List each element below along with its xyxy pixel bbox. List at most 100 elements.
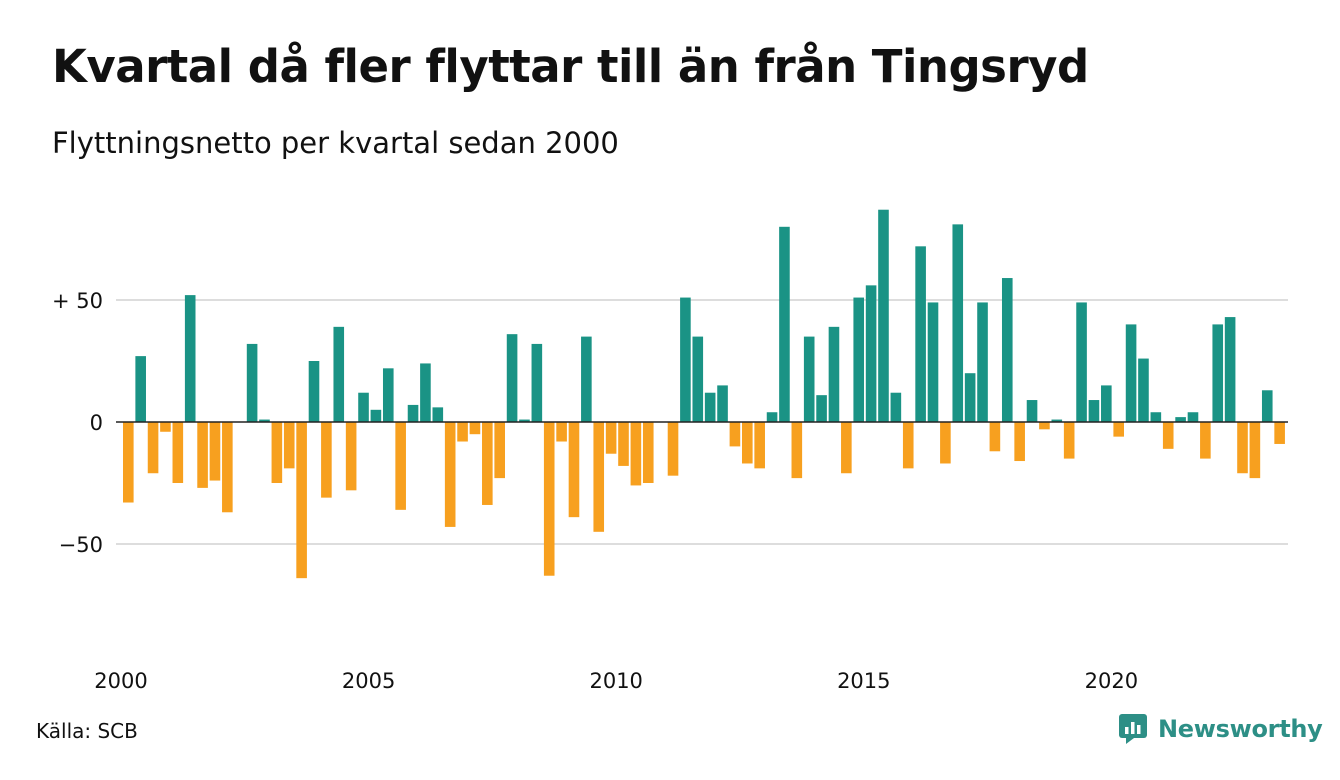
bar <box>1150 412 1162 422</box>
bar <box>506 334 518 422</box>
bar <box>1001 278 1013 422</box>
bar <box>1125 324 1137 422</box>
bar <box>989 422 1001 452</box>
bar <box>1014 422 1025 462</box>
bar <box>531 343 543 422</box>
bar <box>147 422 159 474</box>
bar <box>1224 317 1236 422</box>
bar <box>395 422 406 510</box>
newsworthy-logo: Newsworthy <box>1118 713 1323 745</box>
bar <box>754 422 765 469</box>
bar <box>890 392 902 422</box>
y-tick-label: 0 <box>90 411 103 435</box>
bar <box>1088 400 1100 422</box>
y-tick-label: + 50 <box>52 289 103 313</box>
x-tick-label: 2020 <box>1085 669 1138 693</box>
bar <box>568 422 580 518</box>
bar <box>704 392 716 422</box>
bar <box>370 409 382 422</box>
bar <box>878 209 889 422</box>
bar <box>1076 302 1087 422</box>
bar <box>977 302 988 422</box>
bar <box>457 422 468 442</box>
bar <box>729 422 741 447</box>
bar <box>1200 422 1211 459</box>
bar <box>1039 422 1050 430</box>
bar <box>482 422 493 505</box>
bar <box>308 361 320 422</box>
chart-subtitle: Flyttningsnetto per kvartal sedan 2000 <box>52 126 619 160</box>
bar <box>828 326 840 422</box>
bar <box>321 422 332 498</box>
bar <box>1051 419 1063 422</box>
chart-title: Kvartal då fler flyttar till än från Tin… <box>52 40 1089 93</box>
bar <box>841 422 852 474</box>
bar <box>1187 412 1199 422</box>
bars <box>123 209 1285 579</box>
bar <box>1175 417 1186 422</box>
bar <box>382 368 394 422</box>
bar <box>742 422 753 464</box>
bar <box>717 385 728 422</box>
bar <box>556 422 567 442</box>
bar <box>1138 358 1149 422</box>
bar <box>469 422 481 435</box>
bar <box>519 419 530 422</box>
bar <box>1101 385 1112 422</box>
bar <box>209 422 221 481</box>
bar <box>222 422 233 513</box>
bar <box>172 422 184 483</box>
bar <box>853 297 865 422</box>
bar <box>1113 422 1124 437</box>
bar <box>642 422 654 483</box>
bar <box>1237 422 1248 474</box>
source-label: Källa: SCB <box>36 719 138 743</box>
bar <box>358 392 369 422</box>
bar <box>407 404 419 422</box>
bar <box>1249 422 1261 479</box>
bar <box>160 422 171 432</box>
x-tick-label: 2000 <box>94 669 147 693</box>
bar <box>940 422 951 464</box>
bar <box>605 422 617 454</box>
bar <box>184 295 196 422</box>
bar <box>803 336 815 422</box>
bar <box>1063 422 1075 459</box>
bar <box>283 422 295 469</box>
bar <box>618 422 629 466</box>
bar <box>197 422 208 488</box>
bar <box>1162 422 1174 449</box>
bar <box>333 326 345 422</box>
bar <box>432 407 444 422</box>
bar <box>680 297 691 422</box>
bar <box>494 422 505 479</box>
brand-name: Newsworthy <box>1158 715 1323 743</box>
bar <box>865 285 877 422</box>
bar <box>692 336 704 422</box>
bar <box>246 343 258 422</box>
bar <box>135 356 146 422</box>
y-tick-label: −50 <box>59 533 103 557</box>
bar <box>1026 400 1038 422</box>
bar <box>915 246 926 422</box>
bar-chart: + 50 0 −50 2000 2005 2010 2015 2020 <box>52 209 1288 693</box>
grid-lines <box>116 299 1288 545</box>
bar <box>1212 324 1224 422</box>
x-tick-label: 2015 <box>837 669 890 693</box>
bar <box>420 363 431 422</box>
x-tick-label: 2010 <box>589 669 642 693</box>
bar <box>791 422 803 479</box>
bar <box>581 336 592 422</box>
bar <box>667 422 679 476</box>
bar <box>952 224 964 422</box>
bar <box>345 422 357 491</box>
bar <box>927 302 939 422</box>
bar <box>1261 390 1273 422</box>
bar <box>964 373 976 422</box>
bar <box>296 422 307 579</box>
bar <box>630 422 642 486</box>
bar <box>271 422 283 483</box>
bar <box>779 226 790 422</box>
newsworthy-logo-icon <box>1119 714 1147 744</box>
bar <box>444 422 456 527</box>
